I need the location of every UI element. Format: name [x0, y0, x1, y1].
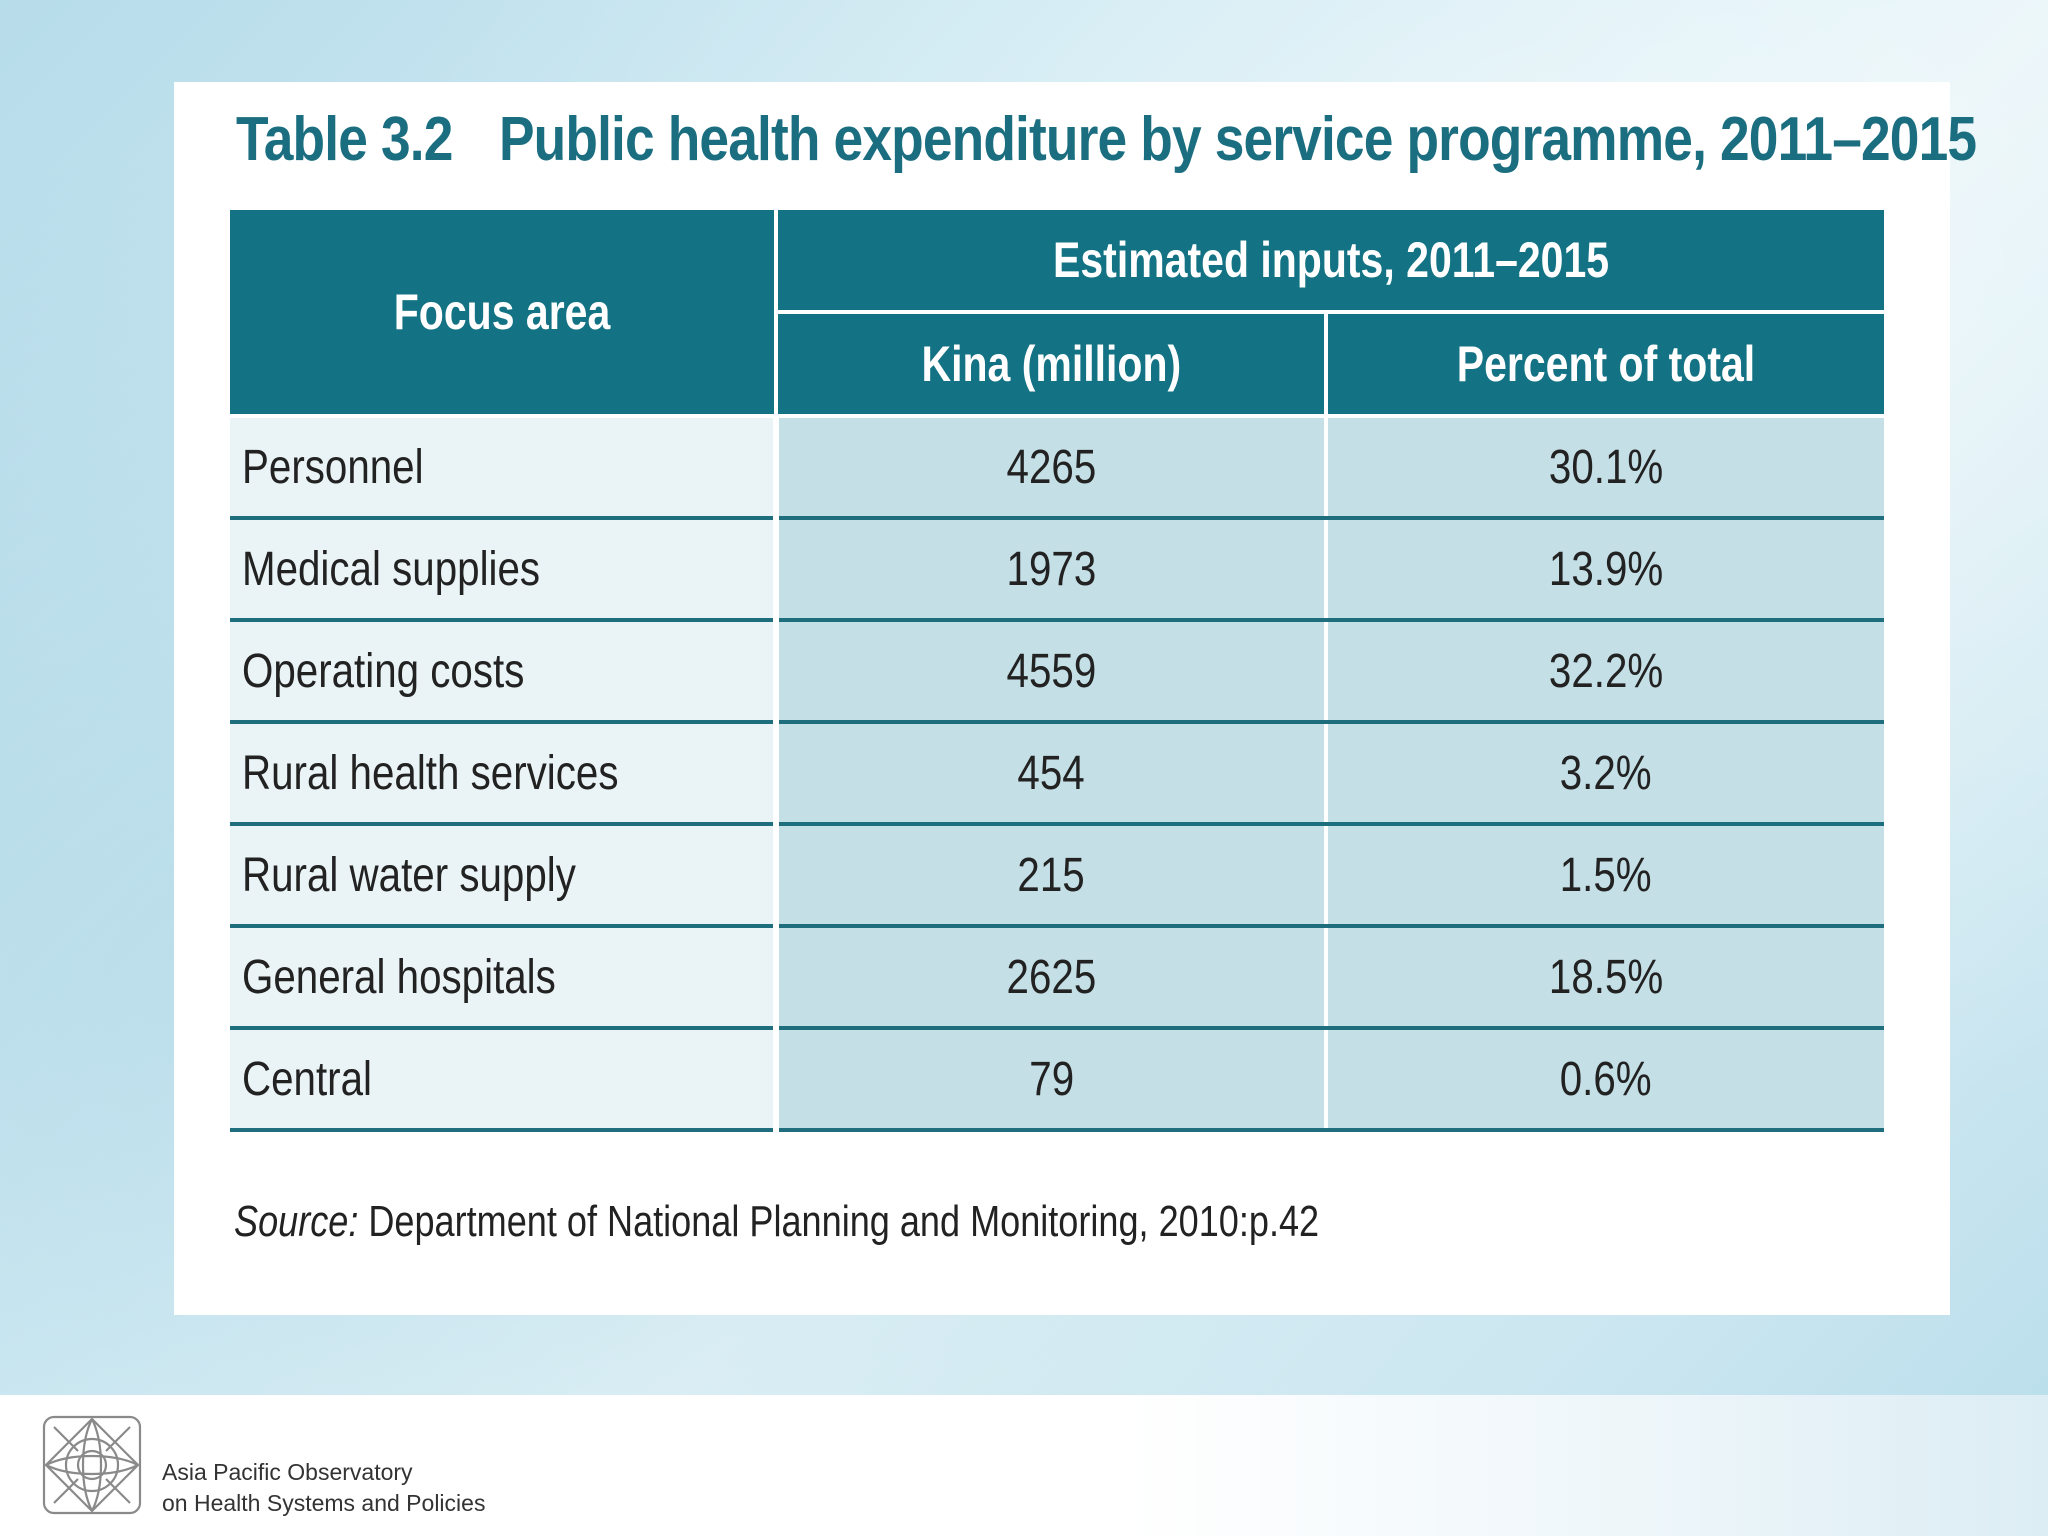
row-kina: 4265 [776, 416, 1328, 520]
organization-name-line-1: Asia Pacific Observatory [162, 1459, 413, 1485]
observatory-logo-icon [42, 1415, 142, 1515]
row-percent: 3.2% [1326, 722, 1884, 826]
row-percent: 18.5% [1326, 926, 1884, 1030]
table-row: Medical supplies 1973 13.9% [230, 518, 1884, 622]
table-row: Rural health services 454 3.2% [230, 722, 1884, 826]
table-card: Table 3.2 Public health expenditure by se… [174, 82, 1977, 1315]
row-label: Rural health services [230, 722, 779, 826]
table-source: Source: Department of National Planning … [234, 1197, 1319, 1247]
row-kina: 4559 [776, 620, 1328, 724]
expenditure-table: Focus area Estimated inputs, 2011–2015 K… [230, 210, 1884, 1132]
header-estimated-inputs: Estimated inputs, 2011–2015 [776, 210, 1884, 314]
header-percent: Percent of total [1326, 312, 1884, 418]
table-title-text: Public health expenditure by service pro… [498, 105, 1977, 174]
row-percent: 13.9% [1326, 518, 1884, 622]
table-row: Personnel 4265 30.1% [230, 416, 1884, 520]
table-row: Operating costs 4559 32.2% [230, 620, 1884, 724]
row-kina: 454 [776, 722, 1328, 826]
row-label: Central [230, 1028, 779, 1132]
source-label: Source: [234, 1197, 359, 1246]
organization-name: Asia Pacific Observatory on Health Syste… [162, 1457, 485, 1519]
row-percent: 32.2% [1326, 620, 1884, 724]
table-number: Table 3.2 [236, 105, 453, 174]
row-label: Rural water supply [230, 824, 779, 928]
row-percent: 30.1% [1326, 416, 1884, 520]
table-row: Rural water supply 215 1.5% [230, 824, 1884, 928]
row-label: Personnel [230, 416, 779, 520]
organization-name-line-2: on Health Systems and Policies [162, 1490, 486, 1516]
row-label: General hospitals [230, 926, 779, 1030]
header-focus-area: Focus area [230, 210, 778, 418]
row-kina: 79 [776, 1028, 1328, 1132]
row-kina: 215 [776, 824, 1328, 928]
row-label: Medical supplies [230, 518, 779, 622]
source-text: Department of National Planning and Moni… [358, 1197, 1320, 1246]
row-kina: 2625 [776, 926, 1328, 1030]
table-title: Table 3.2 Public health expenditure by se… [236, 104, 1977, 175]
table-row: General hospitals 2625 18.5% [230, 926, 1884, 1030]
table-row: Central 79 0.6% [230, 1028, 1884, 1132]
footer-bar: Asia Pacific Observatory on Health Syste… [0, 1395, 2048, 1536]
row-percent: 1.5% [1326, 824, 1884, 928]
header-row-2: Kina (million) Percent of total [230, 312, 1884, 418]
row-percent: 0.6% [1326, 1028, 1884, 1132]
row-label: Operating costs [230, 620, 779, 724]
header-kina: Kina (million) [776, 312, 1328, 418]
row-kina: 1973 [776, 518, 1328, 622]
header-row-1: Focus area Estimated inputs, 2011–2015 [230, 210, 1884, 418]
